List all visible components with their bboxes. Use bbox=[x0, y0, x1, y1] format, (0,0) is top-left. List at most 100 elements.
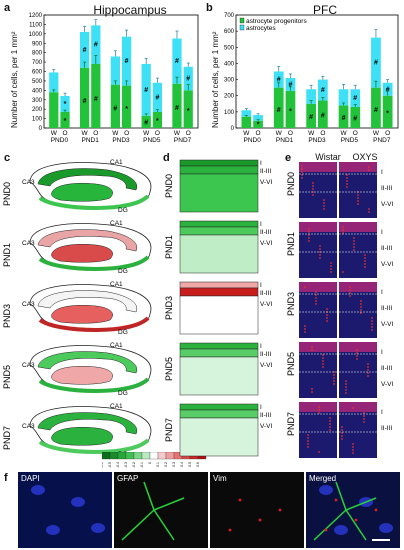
cell-marker bbox=[371, 320, 373, 322]
cell-marker bbox=[333, 374, 335, 376]
cell-marker bbox=[367, 363, 369, 365]
cell-marker bbox=[333, 377, 335, 379]
significance-mark: # bbox=[374, 60, 378, 67]
legend-swatch-astrocytes bbox=[239, 24, 245, 31]
significance-mark: # bbox=[353, 116, 357, 123]
cell-marker bbox=[346, 174, 348, 176]
cell-marker bbox=[312, 188, 314, 190]
cortex-row: PND0 III-III V-VI bbox=[164, 159, 272, 213]
row-label: PND0 bbox=[164, 174, 174, 198]
ca-region bbox=[37, 290, 138, 313]
y-tick-label: 1000 bbox=[29, 32, 43, 38]
layer-label-i: I bbox=[260, 221, 262, 228]
bar-label: W bbox=[174, 130, 181, 137]
cell-marker bbox=[301, 168, 303, 170]
significance-mark: # bbox=[277, 77, 281, 84]
micrograph-top-layer bbox=[339, 162, 377, 172]
category-label: PND5 bbox=[341, 137, 359, 144]
layer-label-v-vi: V-VI bbox=[381, 321, 393, 328]
dentate-region bbox=[51, 366, 113, 385]
panel-letter-a: a bbox=[4, 2, 11, 14]
hilus-region bbox=[38, 438, 150, 455]
hippocampus-row: PND1 CA1 CA3 DG bbox=[2, 220, 152, 275]
label-ca3: CA3 bbox=[22, 240, 35, 247]
layer-ii-iii bbox=[179, 348, 259, 358]
bar-label: O bbox=[62, 130, 67, 137]
cell-marker bbox=[318, 412, 320, 414]
vim-dot bbox=[228, 528, 232, 532]
cell-marker bbox=[307, 437, 309, 439]
vim-dot bbox=[374, 508, 378, 512]
bar-astrocytes bbox=[183, 66, 193, 91]
category-label: PND5 bbox=[143, 137, 161, 144]
fluorescence-label: Vim bbox=[213, 474, 227, 483]
hippocampus-row: PND5 CA1 CA3 DG bbox=[2, 342, 152, 397]
cell-marker bbox=[326, 308, 328, 310]
hilus-region bbox=[38, 316, 150, 333]
layer-label-ii-iii: II-III bbox=[381, 245, 392, 252]
bar-progenitors bbox=[60, 111, 70, 128]
bar-label: W bbox=[373, 130, 380, 137]
significance-mark: # bbox=[144, 119, 148, 126]
bar-label: O bbox=[320, 130, 325, 137]
cell-marker bbox=[352, 449, 354, 451]
label-dg: DG bbox=[118, 268, 128, 275]
significance-mark: # bbox=[175, 105, 179, 112]
bar-label: O bbox=[385, 130, 390, 137]
y-tick-label: 0 bbox=[231, 126, 235, 132]
cell-marker bbox=[368, 208, 370, 210]
layer-v-vi bbox=[179, 173, 259, 213]
significance-mark: # bbox=[94, 96, 98, 103]
cell-marker bbox=[333, 380, 335, 382]
scale-label: 0.2 bbox=[164, 462, 168, 467]
cell-marker bbox=[371, 323, 373, 325]
layer-i bbox=[179, 342, 259, 350]
significance-mark: # bbox=[113, 106, 117, 113]
y-tick-label: 1100 bbox=[29, 22, 43, 28]
vim-dot bbox=[278, 508, 282, 512]
bar-label: W bbox=[308, 130, 315, 137]
scale-label: -0.4 bbox=[116, 462, 120, 468]
y-tick-label: 700 bbox=[32, 60, 43, 66]
fluorescence-label: GFAP bbox=[117, 474, 138, 483]
significance-mark: # bbox=[374, 107, 378, 114]
layer-label-ii-iii: II-III bbox=[381, 425, 392, 432]
fluorescence-panel bbox=[18, 472, 112, 548]
dentate-region bbox=[51, 305, 113, 324]
row-label: PND3 bbox=[164, 296, 174, 320]
label-ca1: CA1 bbox=[110, 342, 123, 349]
bar-progenitors bbox=[338, 105, 349, 128]
cell-marker bbox=[330, 268, 332, 270]
layer-label-v-vi: V-VI bbox=[381, 381, 393, 388]
plot-frame bbox=[235, 14, 399, 129]
significance-mark: # bbox=[342, 115, 346, 122]
y-tick-label: 100 bbox=[32, 117, 43, 123]
chart-hippocampus: 0 100 200 300 400 500 600 700 800 900 1000 1100 1200… bbox=[29, 13, 199, 144]
cell-marker bbox=[323, 202, 325, 204]
bar-progenitors bbox=[382, 95, 393, 128]
cell-marker bbox=[356, 349, 358, 351]
layer-label-ii-iii: II-III bbox=[260, 351, 271, 358]
significance-mark: * bbox=[156, 118, 159, 125]
scale-label: 0.5 bbox=[188, 462, 192, 467]
cell-marker bbox=[304, 286, 306, 288]
nucleus bbox=[46, 525, 60, 535]
bar-progenitors bbox=[253, 120, 263, 128]
significance-mark: # bbox=[321, 113, 325, 120]
layer-label-v-vi: V-VI bbox=[260, 423, 272, 430]
cell-marker bbox=[322, 357, 324, 359]
row-label: PND5 bbox=[286, 352, 296, 376]
vim-dot bbox=[258, 518, 262, 522]
gfap-process bbox=[121, 481, 185, 541]
nucleus bbox=[379, 523, 393, 533]
bar-astrocytes bbox=[350, 89, 361, 108]
scale-cell bbox=[102, 452, 111, 460]
cell-marker bbox=[301, 177, 303, 179]
layer-label-ii-iii: II-III bbox=[260, 168, 271, 175]
cell-marker bbox=[322, 366, 324, 368]
ca-region bbox=[37, 351, 138, 374]
cell-marker bbox=[363, 421, 365, 423]
cell-marker bbox=[342, 229, 344, 231]
bar-label: O bbox=[256, 130, 261, 137]
cell-marker bbox=[311, 391, 313, 393]
